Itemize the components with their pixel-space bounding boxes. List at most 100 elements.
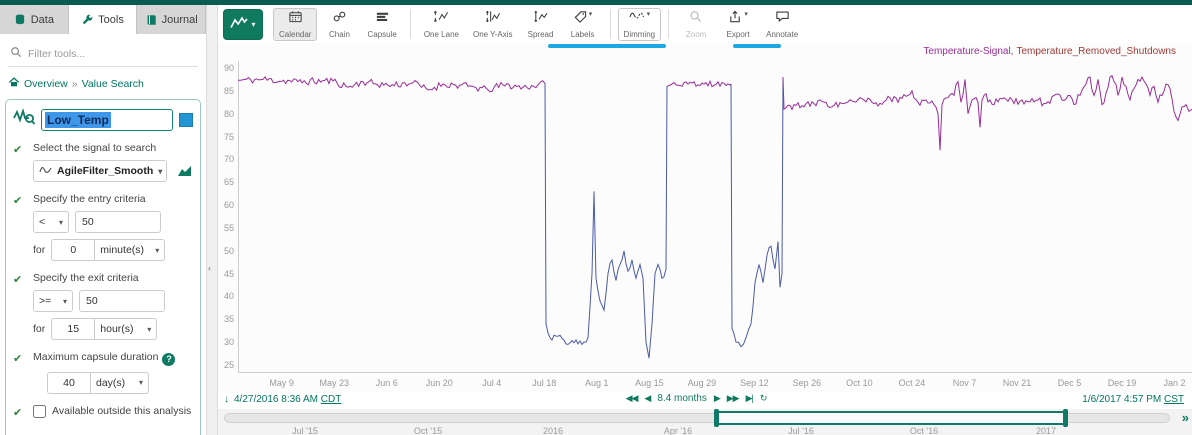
panel-collapse-strip: ‹	[207, 5, 218, 435]
search-name-input[interactable]: Low_Temp	[41, 108, 173, 131]
legend-entry[interactable]: Temperature_Removed_Shutdowns	[1016, 46, 1176, 57]
range-start-timezone[interactable]: CDT	[320, 394, 342, 405]
toolbar-button-label: One Y-Axis	[472, 30, 513, 39]
step-back-button[interactable]: ◀	[644, 393, 651, 403]
one-lane-icon	[433, 10, 449, 28]
tab-data[interactable]: Data	[0, 5, 69, 34]
page-back-button[interactable]: ◀◀	[625, 393, 639, 403]
available-outside-checkbox[interactable]	[33, 404, 46, 418]
tab-tools[interactable]: Tools	[68, 5, 138, 34]
exit-for-value-input[interactable]: 15	[51, 318, 96, 340]
exit-value-input[interactable]: 50	[79, 290, 165, 312]
color-swatch[interactable]	[179, 112, 193, 127]
timeline-label: 2016	[542, 426, 564, 435]
timeline-expand-icon[interactable]: »	[1181, 410, 1189, 425]
y-axis-label: 70	[223, 154, 234, 165]
toolbar-button-label: Capsule	[367, 30, 397, 39]
chevron-down-icon: ▾	[588, 11, 593, 18]
value-search-icon	[13, 107, 36, 131]
timeline-track[interactable]	[224, 413, 1170, 423]
exit-operator-select[interactable]: >= ▾	[33, 290, 73, 312]
capsule-icon	[375, 10, 390, 28]
trend-plot[interactable]	[218, 43, 1192, 393]
series-temperature-removed-shutdowns[interactable]	[666, 79, 732, 88]
series-temperature-signal-shutdown-2[interactable]	[730, 77, 784, 348]
timeline-left-handle[interactable]	[714, 409, 719, 427]
toolbar-button-label: Spread	[527, 30, 554, 39]
toolbar-annotate-button[interactable]: Annotate	[760, 8, 804, 41]
timeline-label: Jul '15	[292, 426, 318, 435]
chevron-down-icon: ▾	[155, 245, 160, 255]
toolbar-chain-button[interactable]: Chain	[319, 8, 359, 41]
capsule-indicator-bar[interactable]	[548, 44, 666, 48]
duration-unit-select[interactable]: day(s) ▾	[91, 371, 149, 394]
max-duration-label: Maximum capsule duration?	[33, 351, 193, 366]
timeline-selection[interactable]	[716, 411, 1066, 425]
entry-value-input[interactable]: 50	[75, 211, 161, 233]
available-outside-label: Available outside this analysis	[52, 405, 192, 417]
y-axis-label: 60	[223, 200, 234, 211]
trend-chart-area[interactable]: Temperature-Signal, Temperature_Removed_S…	[218, 43, 1192, 393]
toolbar-labels-button[interactable]: ▾ Labels	[563, 8, 603, 41]
chevron-down-icon: ▾	[158, 166, 163, 176]
series-temperature-removed-shutdowns[interactable]	[782, 74, 1192, 151]
y-axis-label: 90	[223, 63, 234, 73]
range-end[interactable]: 1/6/2017 4:57 PM CST	[1082, 394, 1184, 405]
chevron-down-icon: ▾	[62, 296, 67, 306]
breadcrumb-overview-link[interactable]: Overview	[24, 77, 68, 90]
series-temperature-signal-shutdown-1[interactable]	[544, 83, 668, 359]
trend-toolbar: ▾ Calendar Chain Capsule One Lane One Y-Axis…	[218, 5, 1192, 43]
x-axis-label: Nov 21	[1002, 378, 1032, 388]
toolbar-one-y-axis-button[interactable]: One Y-Axis	[467, 8, 519, 41]
chart-legend: Temperature-Signal, Temperature_Removed_S…	[920, 46, 1176, 57]
go-to-end-button[interactable]: ▶|	[745, 393, 754, 403]
toolbar-calendar-button[interactable]: Calendar	[273, 7, 318, 41]
toolbar-one-lane-button[interactable]: One Lane	[418, 8, 465, 41]
entry-for-unit-select[interactable]: minute(s) ▾	[95, 239, 166, 261]
y-axis-label: 30	[223, 337, 234, 348]
step-forward-button[interactable]: ▶	[713, 393, 721, 403]
x-axis-label: Jun 20	[425, 378, 453, 388]
collapse-panel-icon[interactable]: ‹	[208, 263, 211, 273]
entry-step-label: Specify the entry criteria	[33, 193, 146, 205]
timeline-right-handle[interactable]	[1063, 409, 1068, 427]
max-duration-step: ✔ Maximum capsule duration? 40 day(s) ▾	[13, 351, 193, 394]
legend-entry[interactable]: Temperature-Signal,	[923, 46, 1014, 57]
x-axis-label: Jul 18	[532, 378, 557, 388]
home-icon[interactable]	[8, 76, 20, 91]
page-forward-button[interactable]: ▶▶	[726, 393, 740, 403]
preview-chart-button[interactable]	[173, 160, 197, 182]
view-mode-select[interactable]: ▾	[223, 8, 263, 40]
chevron-down-icon: ▾	[58, 217, 63, 227]
toolbar-export-button[interactable]: ▾ Export	[718, 8, 758, 41]
toolbar-button-label: One Lane	[423, 30, 459, 39]
duration-value-input[interactable]: 40	[47, 371, 91, 394]
toolbar-dimming-button[interactable]: ▾ Dimming	[617, 7, 662, 41]
tab-journal[interactable]: Journal	[137, 5, 207, 34]
toolbar-capsule-button[interactable]: Capsule	[361, 8, 402, 41]
range-duration-label[interactable]: 8.4 months	[657, 393, 707, 404]
series-temperature-removed-shutdowns[interactable]	[237, 76, 546, 93]
entry-criteria-step: ✔ Specify the entry criteria < ▾ 50 for …	[13, 193, 193, 261]
capsule-indicator-bar[interactable]	[733, 44, 781, 48]
range-start[interactable]: ↓ 4/27/2016 8:36 AM CDT	[224, 394, 341, 405]
toolbar-spread-button[interactable]: Spread	[521, 8, 561, 41]
check-icon: ✔	[13, 353, 23, 365]
filter-tools-input[interactable]	[28, 48, 178, 60]
journal-icon	[145, 14, 157, 26]
entry-for-value-input[interactable]: 0	[51, 239, 96, 261]
scope-step: ✔ Available outside this analysis	[13, 404, 193, 419]
x-axis-label: May 9	[269, 378, 294, 388]
help-icon[interactable]: ?	[162, 352, 176, 366]
chevron-down-icon: ▾	[147, 324, 152, 334]
refresh-button[interactable]: ↻	[759, 393, 767, 403]
range-end-timezone[interactable]: CST	[1164, 394, 1184, 405]
check-icon: ✔	[13, 406, 23, 419]
display-range-bar: ↓ 4/27/2016 8:36 AM CDT ◀◀ ◀ 8.4 months ▶ ▶▶…	[218, 393, 1192, 409]
entry-for-unit-value: minute(s)	[100, 244, 145, 256]
chevron-down-icon: ▾	[138, 378, 143, 387]
signal-select[interactable]: AgileFilter_Smooth ▾	[33, 160, 167, 182]
timeline-label: Apr '16	[663, 426, 693, 435]
entry-operator-select[interactable]: < ▾	[33, 211, 69, 233]
exit-for-unit-select[interactable]: hour(s) ▾	[95, 318, 158, 340]
